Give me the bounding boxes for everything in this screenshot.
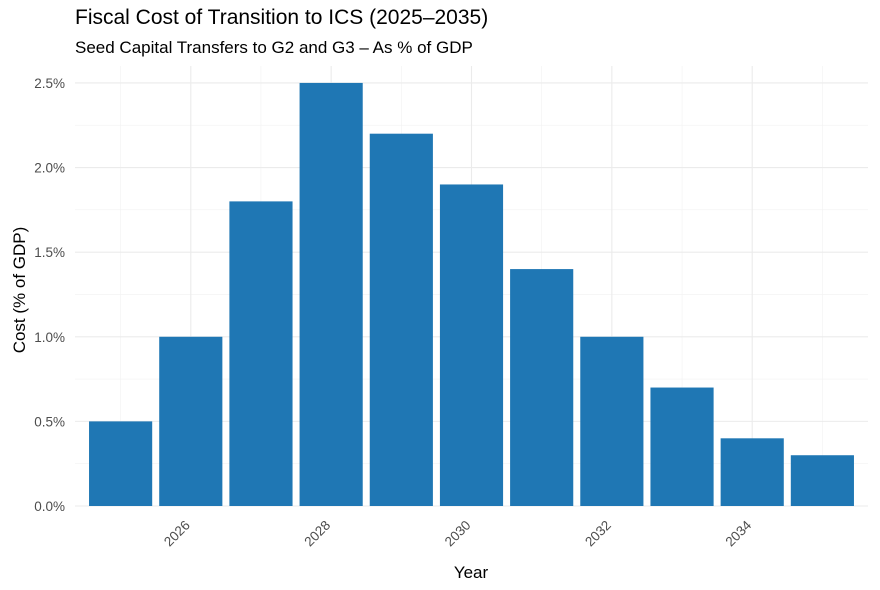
x-tick-label: 2034 [722,517,754,549]
x-axis-title: Year [454,563,489,582]
x-tick-label: 2028 [301,518,333,550]
x-tick-label: 2032 [582,518,614,550]
bar-2034 [720,438,784,506]
bar-2031 [510,269,574,506]
y-tick-label: 0.5% [34,414,65,429]
y-tick-label: 1.0% [34,330,65,345]
bar-2025 [89,421,153,506]
y-tick-label: 1.5% [34,245,65,260]
y-tick-label: 0.0% [34,499,65,514]
y-tick-label: 2.0% [34,161,65,176]
bar-2030 [439,184,504,506]
bar-2033 [650,387,714,506]
bar-2035 [790,455,854,506]
bar-2026 [159,336,223,506]
x-axis-ticks: 2026 2028 2030 2032 2034 [161,517,755,549]
y-axis-title: Cost (% of GDP) [10,227,29,354]
bar-2027 [229,201,293,506]
bar-2029 [369,133,433,506]
y-axis-ticks: 0.0% 0.5% 1.0% 1.5% 2.0% 2.5% [34,76,65,514]
bar-2028 [299,82,363,506]
bars [89,82,854,506]
chart-title: Fiscal Cost of Transition to ICS (2025–2… [75,6,489,29]
x-tick-label: 2030 [442,518,474,550]
chart-subtitle: Seed Capital Transfers to G2 and G3 – As… [75,38,473,57]
x-tick-label: 2026 [161,518,193,550]
y-tick-label: 2.5% [34,76,65,91]
bar-2032 [580,336,644,506]
